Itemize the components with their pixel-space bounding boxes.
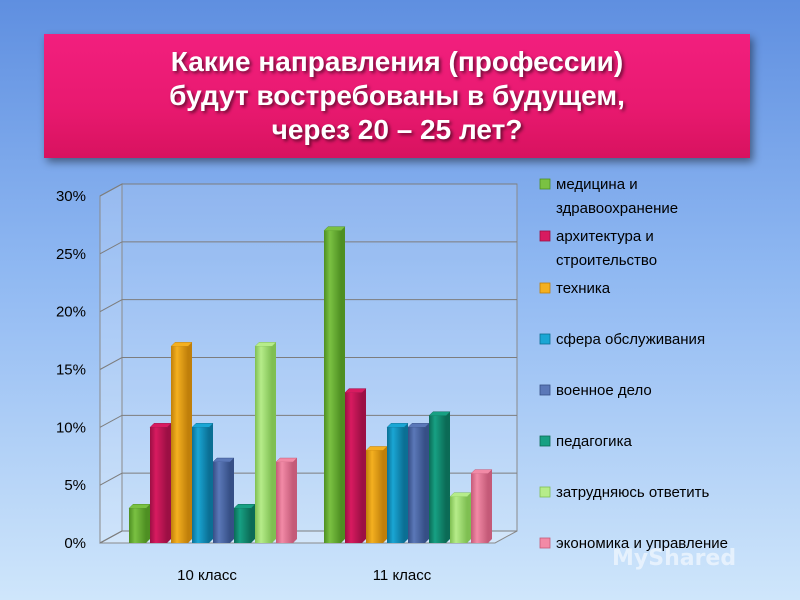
- legend-label: строительство: [556, 252, 657, 269]
- bar-side: [209, 423, 213, 543]
- title-banner: Какие направления (профессии) будут вост…: [44, 34, 750, 158]
- legend-label: экономика и управление: [556, 535, 728, 552]
- bar-side: [404, 423, 408, 543]
- bar-side: [146, 504, 150, 543]
- bar-0-7: [276, 462, 293, 543]
- bar-0-3: [192, 427, 209, 543]
- bar-side: [341, 226, 345, 543]
- bar-side: [488, 469, 492, 543]
- bar-top: [233, 504, 256, 509]
- legend-swatch: [539, 384, 551, 396]
- watermark-logo: MyShared: [612, 546, 737, 571]
- bar-side: [425, 423, 429, 543]
- bar-top: [254, 342, 277, 347]
- bar-top: [407, 423, 430, 428]
- bar-1-6: [450, 496, 467, 543]
- bar-1-7: [471, 473, 488, 543]
- bar-side: [293, 458, 297, 543]
- gridline: [99, 183, 517, 197]
- bar-side: [362, 388, 366, 543]
- legend-label: затрудняюсь ответить: [556, 484, 709, 501]
- x-tick-label: 11 класс: [373, 567, 432, 584]
- gridline: [99, 414, 517, 428]
- bar-1-0: [324, 230, 341, 543]
- legend-swatch: [539, 537, 551, 549]
- bar-side: [446, 411, 450, 543]
- title-line-1: Какие направления (профессии): [170, 46, 624, 77]
- y-tick-label: 5%: [64, 477, 86, 494]
- bar-0-2: [171, 346, 188, 543]
- y-tick-label: 0%: [64, 535, 86, 552]
- bar-top: [428, 411, 451, 417]
- bar-top: [365, 446, 388, 451]
- legend-label: военное дело: [556, 382, 652, 399]
- legend-swatch: [539, 282, 551, 294]
- bar-top: [470, 469, 493, 474]
- y-tick-label: 20%: [56, 304, 86, 321]
- bar-top: [344, 388, 367, 393]
- bar-top: [386, 423, 409, 428]
- bar-1-3: [387, 427, 404, 543]
- bar-0-0: [129, 508, 146, 543]
- bar-1-4: [408, 427, 425, 543]
- legend-swatch: [539, 333, 551, 345]
- bar-side: [467, 492, 471, 543]
- bar-top: [212, 457, 235, 463]
- legend-label: сфера обслуживания: [556, 331, 705, 348]
- legend-label: педагогика: [556, 433, 632, 450]
- gridline: [99, 357, 517, 370]
- legend-label: техника: [556, 280, 611, 297]
- bar-top: [149, 423, 172, 428]
- legend-swatch: [539, 230, 551, 242]
- bar-1-1: [345, 392, 362, 543]
- y-tick-label: 30%: [56, 188, 86, 205]
- legend-label: здравоохранение: [556, 200, 678, 217]
- x-tick-label: 10 класс: [177, 567, 237, 584]
- y-tick-label: 10%: [56, 419, 86, 436]
- y-tick-label: 25%: [56, 246, 86, 263]
- legend-swatch: [539, 435, 551, 447]
- bar-top: [191, 423, 214, 428]
- bar-side: [167, 423, 171, 543]
- title-line-2: будут востребованы в будущем,: [169, 80, 625, 111]
- bar-0-6: [255, 346, 272, 543]
- bar-top: [323, 226, 346, 231]
- bar-0-5: [234, 508, 251, 543]
- bar-1-5: [429, 415, 446, 543]
- bar-side: [251, 504, 255, 543]
- bar-top: [128, 504, 151, 509]
- bar-0-4: [213, 462, 230, 543]
- bar-side: [230, 458, 234, 543]
- bar-side: [272, 342, 276, 543]
- gridline: [99, 241, 517, 255]
- legend-label: архитектура и: [556, 228, 654, 245]
- legend-swatch: [539, 178, 551, 190]
- bar-side: [188, 342, 192, 543]
- bar-top: [170, 342, 193, 347]
- bar-side: [383, 446, 387, 543]
- gridline: [99, 299, 517, 313]
- y-tick-label: 15%: [56, 362, 86, 379]
- bar-top: [449, 492, 472, 497]
- title-line-3: через 20 – 25 лет?: [271, 114, 523, 145]
- legend-swatch: [539, 486, 551, 498]
- bar-0-1: [150, 427, 167, 543]
- legend-label: медицина и: [556, 176, 638, 193]
- bar-1-2: [366, 450, 383, 543]
- bar-top: [275, 457, 298, 463]
